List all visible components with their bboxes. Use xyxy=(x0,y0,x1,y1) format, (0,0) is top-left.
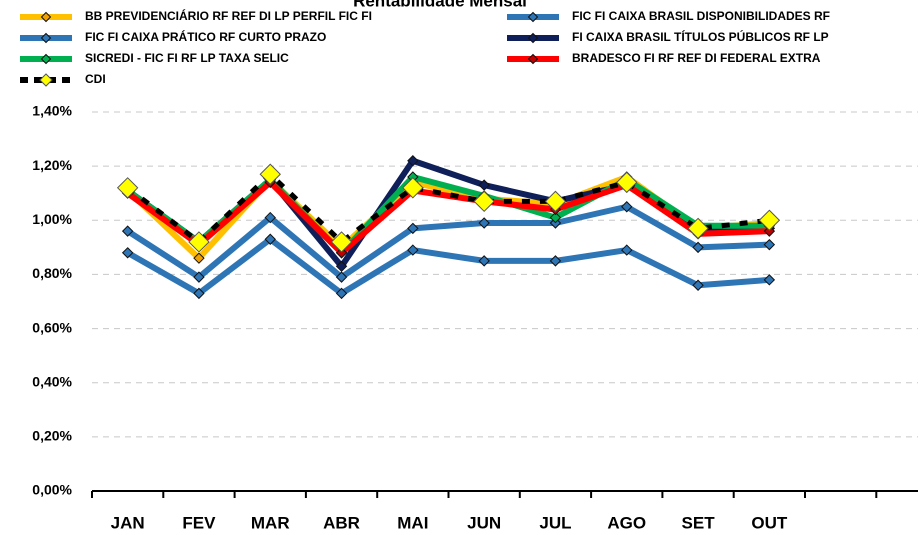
data-marker xyxy=(687,217,709,240)
data-marker xyxy=(478,217,490,229)
x-tick-label: JAN xyxy=(111,513,145,532)
data-marker xyxy=(193,287,205,300)
y-tick-label: 0,20% xyxy=(32,428,72,444)
legend-text: BRADESCO FI RF REF DI FEDERAL EXTRA xyxy=(572,51,821,65)
data-marker xyxy=(193,252,205,264)
data-marker xyxy=(763,238,776,251)
y-tick-label: 0,60% xyxy=(32,319,72,335)
y-tick-label: 1,00% xyxy=(32,211,72,227)
legend-text: FI CAIXA BRASIL TÍTULOS PÚBLICOS RF LP xyxy=(572,29,829,44)
data-marker xyxy=(549,255,562,267)
series-line xyxy=(126,203,770,281)
legend-marker xyxy=(40,53,52,65)
legend-marker xyxy=(40,11,52,23)
data-marker xyxy=(692,241,704,254)
legend-marker xyxy=(527,32,539,44)
data-marker xyxy=(692,279,704,291)
data-marker xyxy=(335,287,348,300)
data-marker xyxy=(407,222,419,235)
data-marker xyxy=(473,190,495,213)
data-marker xyxy=(330,231,353,253)
series-line xyxy=(126,236,770,297)
data-marker xyxy=(264,211,276,224)
y-tick-label: 0,00% xyxy=(32,482,72,498)
legend-marker xyxy=(40,32,52,44)
y-tick-label: 0,40% xyxy=(32,373,72,389)
legend-text: BB PREVIDENCIÁRIO RF REF DI LP PERFIL FI… xyxy=(85,8,372,23)
legend-text: FIC FI CAIXA PRÁTICO RF CURTO PRAZO xyxy=(85,29,326,44)
chart-title: Rentabilidade Mensal xyxy=(353,0,527,10)
x-tick-label: MAR xyxy=(251,513,290,532)
x-tick-label: ABR xyxy=(323,513,360,532)
data-marker xyxy=(116,177,139,199)
data-marker xyxy=(763,274,776,286)
legend-text: CDI xyxy=(85,72,106,86)
data-marker xyxy=(121,225,134,237)
y-tick-label: 1,40% xyxy=(32,103,72,119)
data-marker xyxy=(616,171,638,194)
data-marker xyxy=(335,247,348,259)
data-marker xyxy=(544,190,567,213)
data-marker xyxy=(621,201,633,213)
x-tick-label: JUL xyxy=(539,513,571,532)
legend-text: FIC FI CAIXA BRASIL DISPONIBILIDADES RF xyxy=(572,9,830,23)
data-marker xyxy=(259,163,281,185)
data-marker xyxy=(621,244,633,256)
data-marker xyxy=(549,211,562,224)
data-marker xyxy=(402,177,424,199)
data-marker xyxy=(478,255,490,267)
series-line xyxy=(126,171,770,245)
x-tick-label: MAI xyxy=(397,513,428,532)
data-marker xyxy=(478,179,490,191)
data-marker xyxy=(188,231,210,253)
data-marker xyxy=(407,155,419,167)
legend-marker xyxy=(39,73,53,87)
x-tick-label: SET xyxy=(682,513,716,532)
data-marker xyxy=(193,271,205,283)
legend-marker xyxy=(527,11,539,23)
x-tick-label: JUN xyxy=(467,513,501,532)
y-tick-label: 0,80% xyxy=(32,265,72,281)
data-marker xyxy=(758,209,781,231)
x-tick-label: FEV xyxy=(182,513,216,532)
legend-text: SICREDI - FIC FI RF LP TAXA SELIC xyxy=(85,51,289,65)
data-marker xyxy=(763,225,776,237)
data-marker xyxy=(407,244,419,256)
series-line xyxy=(125,179,770,256)
data-marker xyxy=(121,247,134,259)
data-marker xyxy=(335,271,348,283)
data-marker xyxy=(264,233,276,245)
data-marker xyxy=(335,260,348,273)
x-tick-label: AGO xyxy=(607,513,646,532)
legend-marker xyxy=(527,53,539,65)
x-tick-label: OUT xyxy=(751,513,788,532)
y-tick-label: 1,20% xyxy=(32,157,72,173)
